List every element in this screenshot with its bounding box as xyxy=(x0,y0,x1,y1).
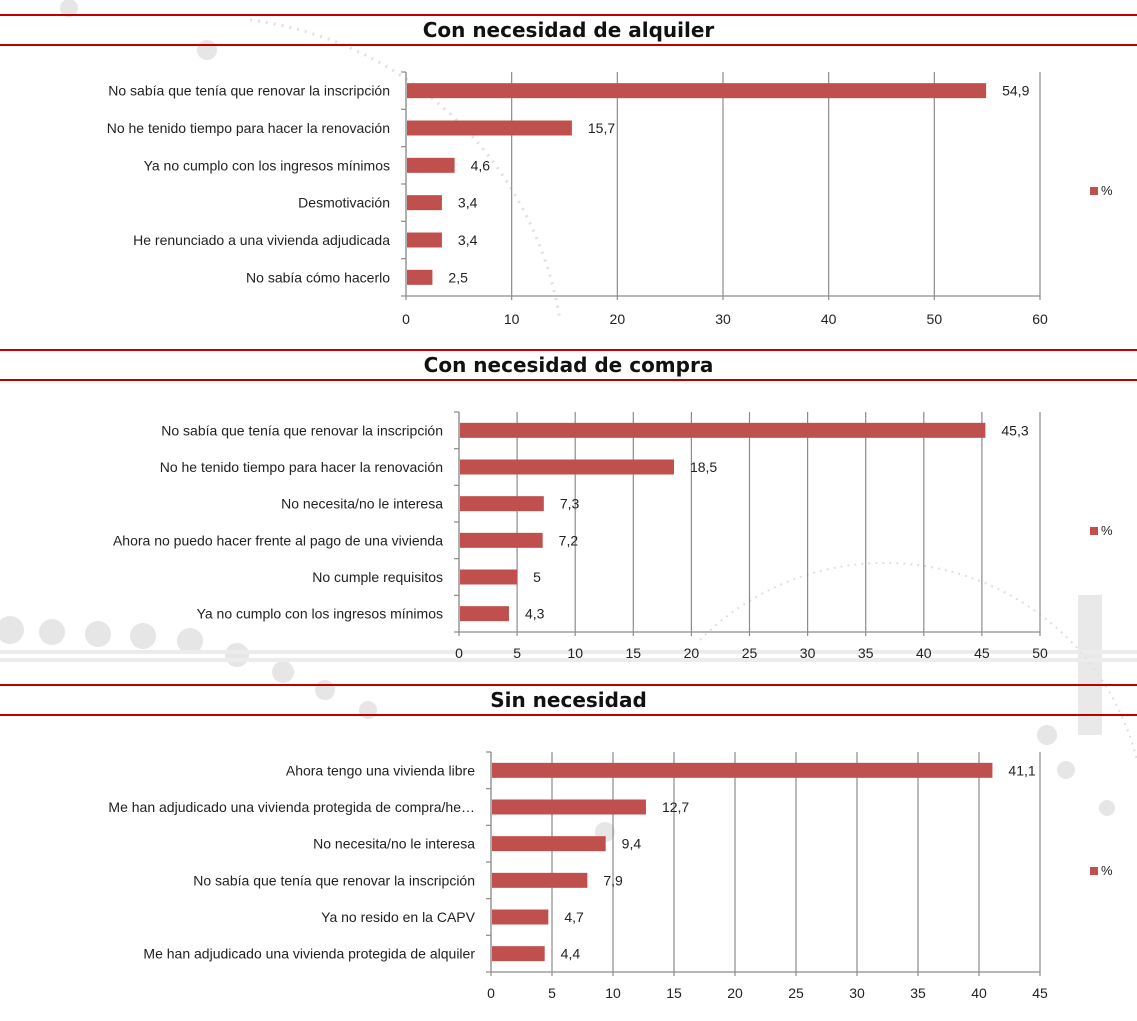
legend: % xyxy=(1090,863,1113,878)
x-tick-label: 10 xyxy=(605,985,621,1001)
category-label: No necesita/no le interesa xyxy=(281,496,443,512)
x-tick-label: 15 xyxy=(666,985,682,1001)
x-tick-label: 50 xyxy=(927,311,943,327)
bar-chart-compra: 0 5 10 15 20 25 30 35 40 45 50 No sabía que tenía q… xyxy=(113,411,1113,661)
bar xyxy=(492,836,606,852)
x-tick-label: 20 xyxy=(610,311,626,327)
category-label: Ya no resido en la CAPV xyxy=(321,909,475,925)
bar-chart-alquiler: 0 10 20 30 40 50 60 No sabía que tenía que reno… xyxy=(107,71,1113,327)
bar xyxy=(407,120,572,136)
bar-chart-sin-necesidad: 0 5 10 15 20 25 30 35 40 45 Ahora tengo una vivien… xyxy=(108,751,1113,1001)
bar xyxy=(492,799,646,815)
data-label: 5 xyxy=(533,569,541,585)
category-label: No sabía cómo hacerlo xyxy=(246,269,390,285)
bar xyxy=(460,569,518,585)
x-tick-label: 5 xyxy=(548,985,556,1001)
data-label: 3,4 xyxy=(458,195,478,211)
category-label: Ahora no puedo hacer frente al pago de u… xyxy=(113,532,443,548)
x-tick-label: 10 xyxy=(567,645,583,661)
chart-title: Sin necesidad xyxy=(0,684,1137,716)
x-tick-label: 60 xyxy=(1032,311,1048,327)
bar xyxy=(407,269,433,285)
bar xyxy=(492,946,545,962)
x-tick-label: 40 xyxy=(821,311,837,327)
data-label: 41,1 xyxy=(1008,762,1035,778)
bar xyxy=(407,195,442,211)
legend-swatch xyxy=(1090,527,1098,535)
legend-label: % xyxy=(1101,183,1113,198)
x-tick-label: 25 xyxy=(742,645,758,661)
legend-swatch xyxy=(1090,187,1098,195)
data-label: 12,7 xyxy=(662,799,689,815)
x-tick-label: 10 xyxy=(504,311,520,327)
x-tick-label: 30 xyxy=(800,645,816,661)
category-label: No sabía que tenía que renovar la inscri… xyxy=(193,872,475,888)
category-label: He renunciado a una vivienda adjudicada xyxy=(133,232,390,248)
legend-label: % xyxy=(1101,863,1113,878)
category-label: Ahora tengo una vivienda libre xyxy=(286,762,475,778)
category-label: Desmotivación xyxy=(298,195,390,211)
x-tick-label: 15 xyxy=(626,645,642,661)
data-label: 9,4 xyxy=(622,836,642,852)
x-tick-label: 0 xyxy=(487,985,495,1001)
category-label: No necesita/no le interesa xyxy=(313,836,475,852)
legend-label: % xyxy=(1101,523,1113,538)
x-tick-label: 20 xyxy=(727,985,743,1001)
x-tick-label: 35 xyxy=(910,985,926,1001)
category-label: No cumple requisitos xyxy=(312,569,443,585)
x-tick-label: 40 xyxy=(971,985,987,1001)
bar xyxy=(407,157,455,173)
data-label: 4,7 xyxy=(564,909,584,925)
data-label: 7,3 xyxy=(560,496,580,512)
data-label: 54,9 xyxy=(1002,83,1029,99)
bar xyxy=(492,909,549,925)
data-label: 2,5 xyxy=(448,269,468,285)
x-tick-label: 20 xyxy=(684,645,700,661)
bar xyxy=(407,83,987,99)
chart-title: Con necesidad de compra xyxy=(0,349,1137,381)
x-tick-label: 5 xyxy=(513,645,521,661)
x-tick-label: 45 xyxy=(974,645,990,661)
category-label: Ya no cumplo con los ingresos mínimos xyxy=(197,606,443,622)
category-label: No sabía que tenía que renovar la inscri… xyxy=(108,83,390,99)
data-label: 7,2 xyxy=(559,532,579,548)
x-tick-label: 50 xyxy=(1032,645,1048,661)
data-label: 15,7 xyxy=(588,120,615,136)
bar xyxy=(460,606,509,622)
category-label: No sabía que tenía que renovar la inscri… xyxy=(161,422,443,438)
x-tick-label: 30 xyxy=(715,311,731,327)
legend-swatch xyxy=(1090,867,1098,875)
x-tick-label: 0 xyxy=(455,645,463,661)
data-label: 7,9 xyxy=(603,872,623,888)
bar xyxy=(460,422,986,438)
data-label: 3,4 xyxy=(458,232,478,248)
bar xyxy=(460,496,544,512)
data-label: 4,3 xyxy=(525,606,545,622)
bar xyxy=(407,232,442,248)
data-label: 45,3 xyxy=(1001,422,1028,438)
x-tick-label: 35 xyxy=(858,645,874,661)
category-label: Me han adjudicado una vivienda protegida… xyxy=(143,946,475,962)
category-label: Me han adjudicado una vivienda protegida… xyxy=(108,799,475,815)
x-tick-label: 40 xyxy=(916,645,932,661)
category-label: No he tenido tiempo para hacer la renova… xyxy=(107,120,390,136)
x-tick-label: 25 xyxy=(788,985,804,1001)
bar xyxy=(460,459,674,475)
legend: % xyxy=(1090,183,1113,198)
data-label: 4,6 xyxy=(471,157,491,173)
x-tick-label: 30 xyxy=(849,985,865,1001)
bar xyxy=(492,762,993,778)
legend: % xyxy=(1090,523,1113,538)
chart-title: Con necesidad de alquiler xyxy=(0,14,1137,46)
x-tick-label: 0 xyxy=(402,311,410,327)
bar xyxy=(492,872,588,888)
x-tick-label: 45 xyxy=(1032,985,1048,1001)
category-label: Ya no cumplo con los ingresos mínimos xyxy=(144,157,390,173)
bar xyxy=(460,532,543,548)
category-label: No he tenido tiempo para hacer la renova… xyxy=(160,459,443,475)
data-label: 18,5 xyxy=(690,459,717,475)
data-label: 4,4 xyxy=(561,946,581,962)
